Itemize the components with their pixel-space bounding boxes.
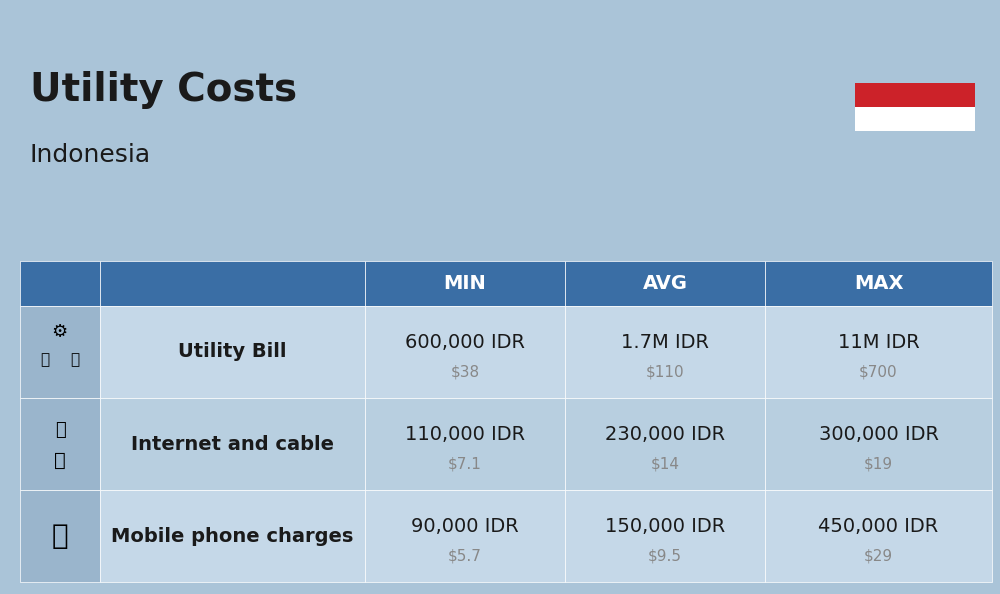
Text: Utility Costs: Utility Costs: [30, 71, 297, 109]
Text: $700: $700: [859, 365, 898, 380]
Text: 📦: 📦: [70, 352, 80, 367]
FancyBboxPatch shape: [20, 261, 100, 306]
Text: $38: $38: [450, 365, 480, 380]
FancyBboxPatch shape: [855, 83, 975, 107]
Text: 📶: 📶: [55, 421, 65, 439]
Text: Mobile phone charges: Mobile phone charges: [111, 527, 354, 545]
FancyBboxPatch shape: [765, 306, 992, 398]
Text: 90,000 IDR: 90,000 IDR: [411, 517, 519, 536]
Text: MIN: MIN: [444, 274, 486, 293]
Text: 📱: 📱: [52, 522, 68, 550]
Text: 🔌: 🔌: [40, 352, 50, 367]
FancyBboxPatch shape: [565, 306, 765, 398]
FancyBboxPatch shape: [565, 398, 765, 490]
FancyBboxPatch shape: [565, 261, 765, 306]
FancyBboxPatch shape: [20, 490, 100, 582]
Text: AVG: AVG: [642, 274, 688, 293]
Text: $110: $110: [646, 365, 684, 380]
FancyBboxPatch shape: [365, 398, 565, 490]
Text: $14: $14: [650, 457, 680, 472]
Text: 110,000 IDR: 110,000 IDR: [405, 425, 525, 444]
Text: $9.5: $9.5: [648, 549, 682, 564]
FancyBboxPatch shape: [100, 490, 365, 582]
FancyBboxPatch shape: [100, 306, 365, 398]
Text: Indonesia: Indonesia: [30, 143, 151, 166]
Text: 300,000 IDR: 300,000 IDR: [819, 425, 939, 444]
Text: Internet and cable: Internet and cable: [131, 435, 334, 453]
Text: 230,000 IDR: 230,000 IDR: [605, 425, 725, 444]
Text: 150,000 IDR: 150,000 IDR: [605, 517, 725, 536]
FancyBboxPatch shape: [100, 261, 365, 306]
FancyBboxPatch shape: [765, 490, 992, 582]
FancyBboxPatch shape: [765, 398, 992, 490]
FancyBboxPatch shape: [100, 398, 365, 490]
FancyBboxPatch shape: [365, 306, 565, 398]
Text: $29: $29: [864, 549, 893, 564]
FancyBboxPatch shape: [565, 490, 765, 582]
Text: Utility Bill: Utility Bill: [178, 343, 287, 361]
Text: ⚙️: ⚙️: [52, 323, 68, 341]
FancyBboxPatch shape: [20, 306, 100, 398]
Text: 450,000 IDR: 450,000 IDR: [818, 517, 939, 536]
Text: MAX: MAX: [854, 274, 903, 293]
FancyBboxPatch shape: [765, 261, 992, 306]
FancyBboxPatch shape: [365, 261, 565, 306]
FancyBboxPatch shape: [855, 107, 975, 131]
Text: 🖨️: 🖨️: [54, 451, 66, 470]
FancyBboxPatch shape: [20, 398, 100, 490]
Text: $7.1: $7.1: [448, 457, 482, 472]
Text: $5.7: $5.7: [448, 549, 482, 564]
Text: 600,000 IDR: 600,000 IDR: [405, 333, 525, 352]
Text: 1.7M IDR: 1.7M IDR: [621, 333, 709, 352]
Text: $19: $19: [864, 457, 893, 472]
FancyBboxPatch shape: [365, 490, 565, 582]
Text: 11M IDR: 11M IDR: [838, 333, 919, 352]
